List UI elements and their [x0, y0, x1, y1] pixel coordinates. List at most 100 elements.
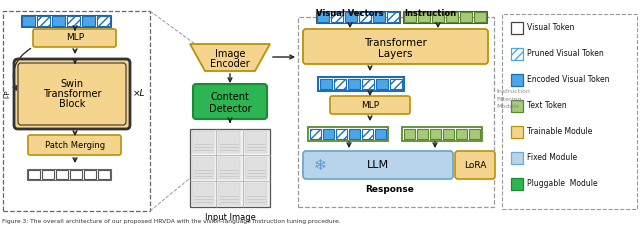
Bar [417, 129, 428, 139]
Text: Response: Response [365, 185, 415, 194]
Bar [21, 15, 111, 27]
Text: LLM: LLM [367, 160, 389, 170]
Text: Pluggable  Module: Pluggable Module [527, 178, 598, 188]
FancyBboxPatch shape [14, 59, 130, 129]
Text: Fixed Module: Fixed Module [527, 153, 577, 161]
Text: i-P: i-P [4, 90, 10, 98]
FancyBboxPatch shape [33, 29, 116, 47]
Bar [218, 131, 240, 153]
Bar [511, 152, 523, 164]
Text: Instruction: Instruction [404, 9, 456, 18]
Bar [190, 129, 270, 207]
Bar [245, 131, 267, 153]
Bar [310, 129, 321, 139]
Bar [84, 170, 96, 179]
Text: ×L: ×L [133, 90, 145, 98]
Text: Instruction
Filtering
Module: Instruction Filtering Module [496, 89, 530, 109]
Bar [27, 169, 111, 180]
Bar [56, 170, 68, 179]
Bar [318, 77, 404, 91]
Bar [317, 12, 329, 22]
FancyBboxPatch shape [455, 151, 495, 179]
Bar [67, 16, 80, 26]
Bar [192, 131, 214, 153]
Bar [349, 129, 360, 139]
Text: Pruned Visual Token: Pruned Visual Token [527, 49, 604, 57]
FancyBboxPatch shape [193, 84, 267, 119]
Bar [511, 178, 523, 190]
Bar [511, 74, 523, 86]
Text: Text Token: Text Token [527, 101, 566, 109]
Bar [362, 79, 374, 89]
Bar [245, 183, 267, 205]
Bar [362, 129, 373, 139]
FancyBboxPatch shape [303, 151, 453, 179]
Bar [192, 157, 214, 179]
Text: Patch Merging: Patch Merging [45, 141, 105, 150]
Text: Visual Token: Visual Token [527, 22, 574, 32]
Bar [511, 100, 523, 112]
Bar [245, 157, 267, 179]
Text: Content: Content [211, 92, 250, 102]
Bar [52, 16, 65, 26]
Bar [70, 170, 82, 179]
Bar [456, 129, 467, 139]
Bar [375, 129, 386, 139]
Text: Image: Image [215, 49, 245, 59]
Bar [348, 79, 360, 89]
Text: MLP: MLP [66, 33, 84, 43]
Bar [192, 183, 214, 205]
Bar [460, 12, 472, 22]
FancyBboxPatch shape [330, 96, 410, 114]
Bar [218, 157, 240, 179]
Text: Transformer: Transformer [43, 89, 101, 99]
Bar [98, 170, 110, 179]
Text: Detector: Detector [209, 104, 252, 114]
Bar [22, 16, 35, 26]
Bar [345, 12, 357, 22]
Text: LoRA: LoRA [464, 161, 486, 169]
Bar [432, 12, 444, 22]
Bar [404, 12, 416, 22]
Text: Figure 3: The overall architecture of our proposed HRVDA with the vision-languag: Figure 3: The overall architecture of ou… [2, 219, 340, 224]
Polygon shape [190, 44, 270, 71]
Text: Swin: Swin [60, 79, 84, 89]
Bar [502, 14, 637, 209]
Text: Visual Vectors: Visual Vectors [316, 9, 384, 18]
FancyBboxPatch shape [18, 63, 126, 125]
FancyBboxPatch shape [28, 135, 121, 155]
Bar [511, 22, 523, 34]
Bar [443, 129, 454, 139]
Text: Block: Block [59, 99, 85, 109]
Bar [82, 16, 95, 26]
Bar [298, 17, 494, 207]
Text: Transformer: Transformer [364, 38, 426, 48]
Bar [323, 129, 334, 139]
Bar [404, 129, 415, 139]
Bar [97, 16, 110, 26]
Bar [418, 12, 430, 22]
Bar [37, 16, 50, 26]
Bar [474, 12, 486, 22]
Bar [376, 79, 388, 89]
Bar [430, 129, 441, 139]
Text: Layers: Layers [378, 49, 412, 59]
Bar [359, 12, 371, 22]
Bar [334, 79, 346, 89]
Bar [3, 11, 150, 211]
Text: ❄: ❄ [314, 158, 326, 172]
Bar [446, 12, 458, 22]
Bar [28, 170, 40, 179]
Bar [469, 129, 480, 139]
FancyBboxPatch shape [303, 29, 488, 64]
Bar [511, 126, 523, 138]
Bar [308, 127, 388, 141]
Bar [511, 48, 523, 60]
Bar [373, 12, 385, 22]
Bar [42, 170, 54, 179]
Text: Input Image: Input Image [205, 213, 255, 222]
Bar [390, 79, 402, 89]
Text: MLP: MLP [361, 101, 379, 109]
Bar [402, 127, 482, 141]
Bar [336, 129, 347, 139]
